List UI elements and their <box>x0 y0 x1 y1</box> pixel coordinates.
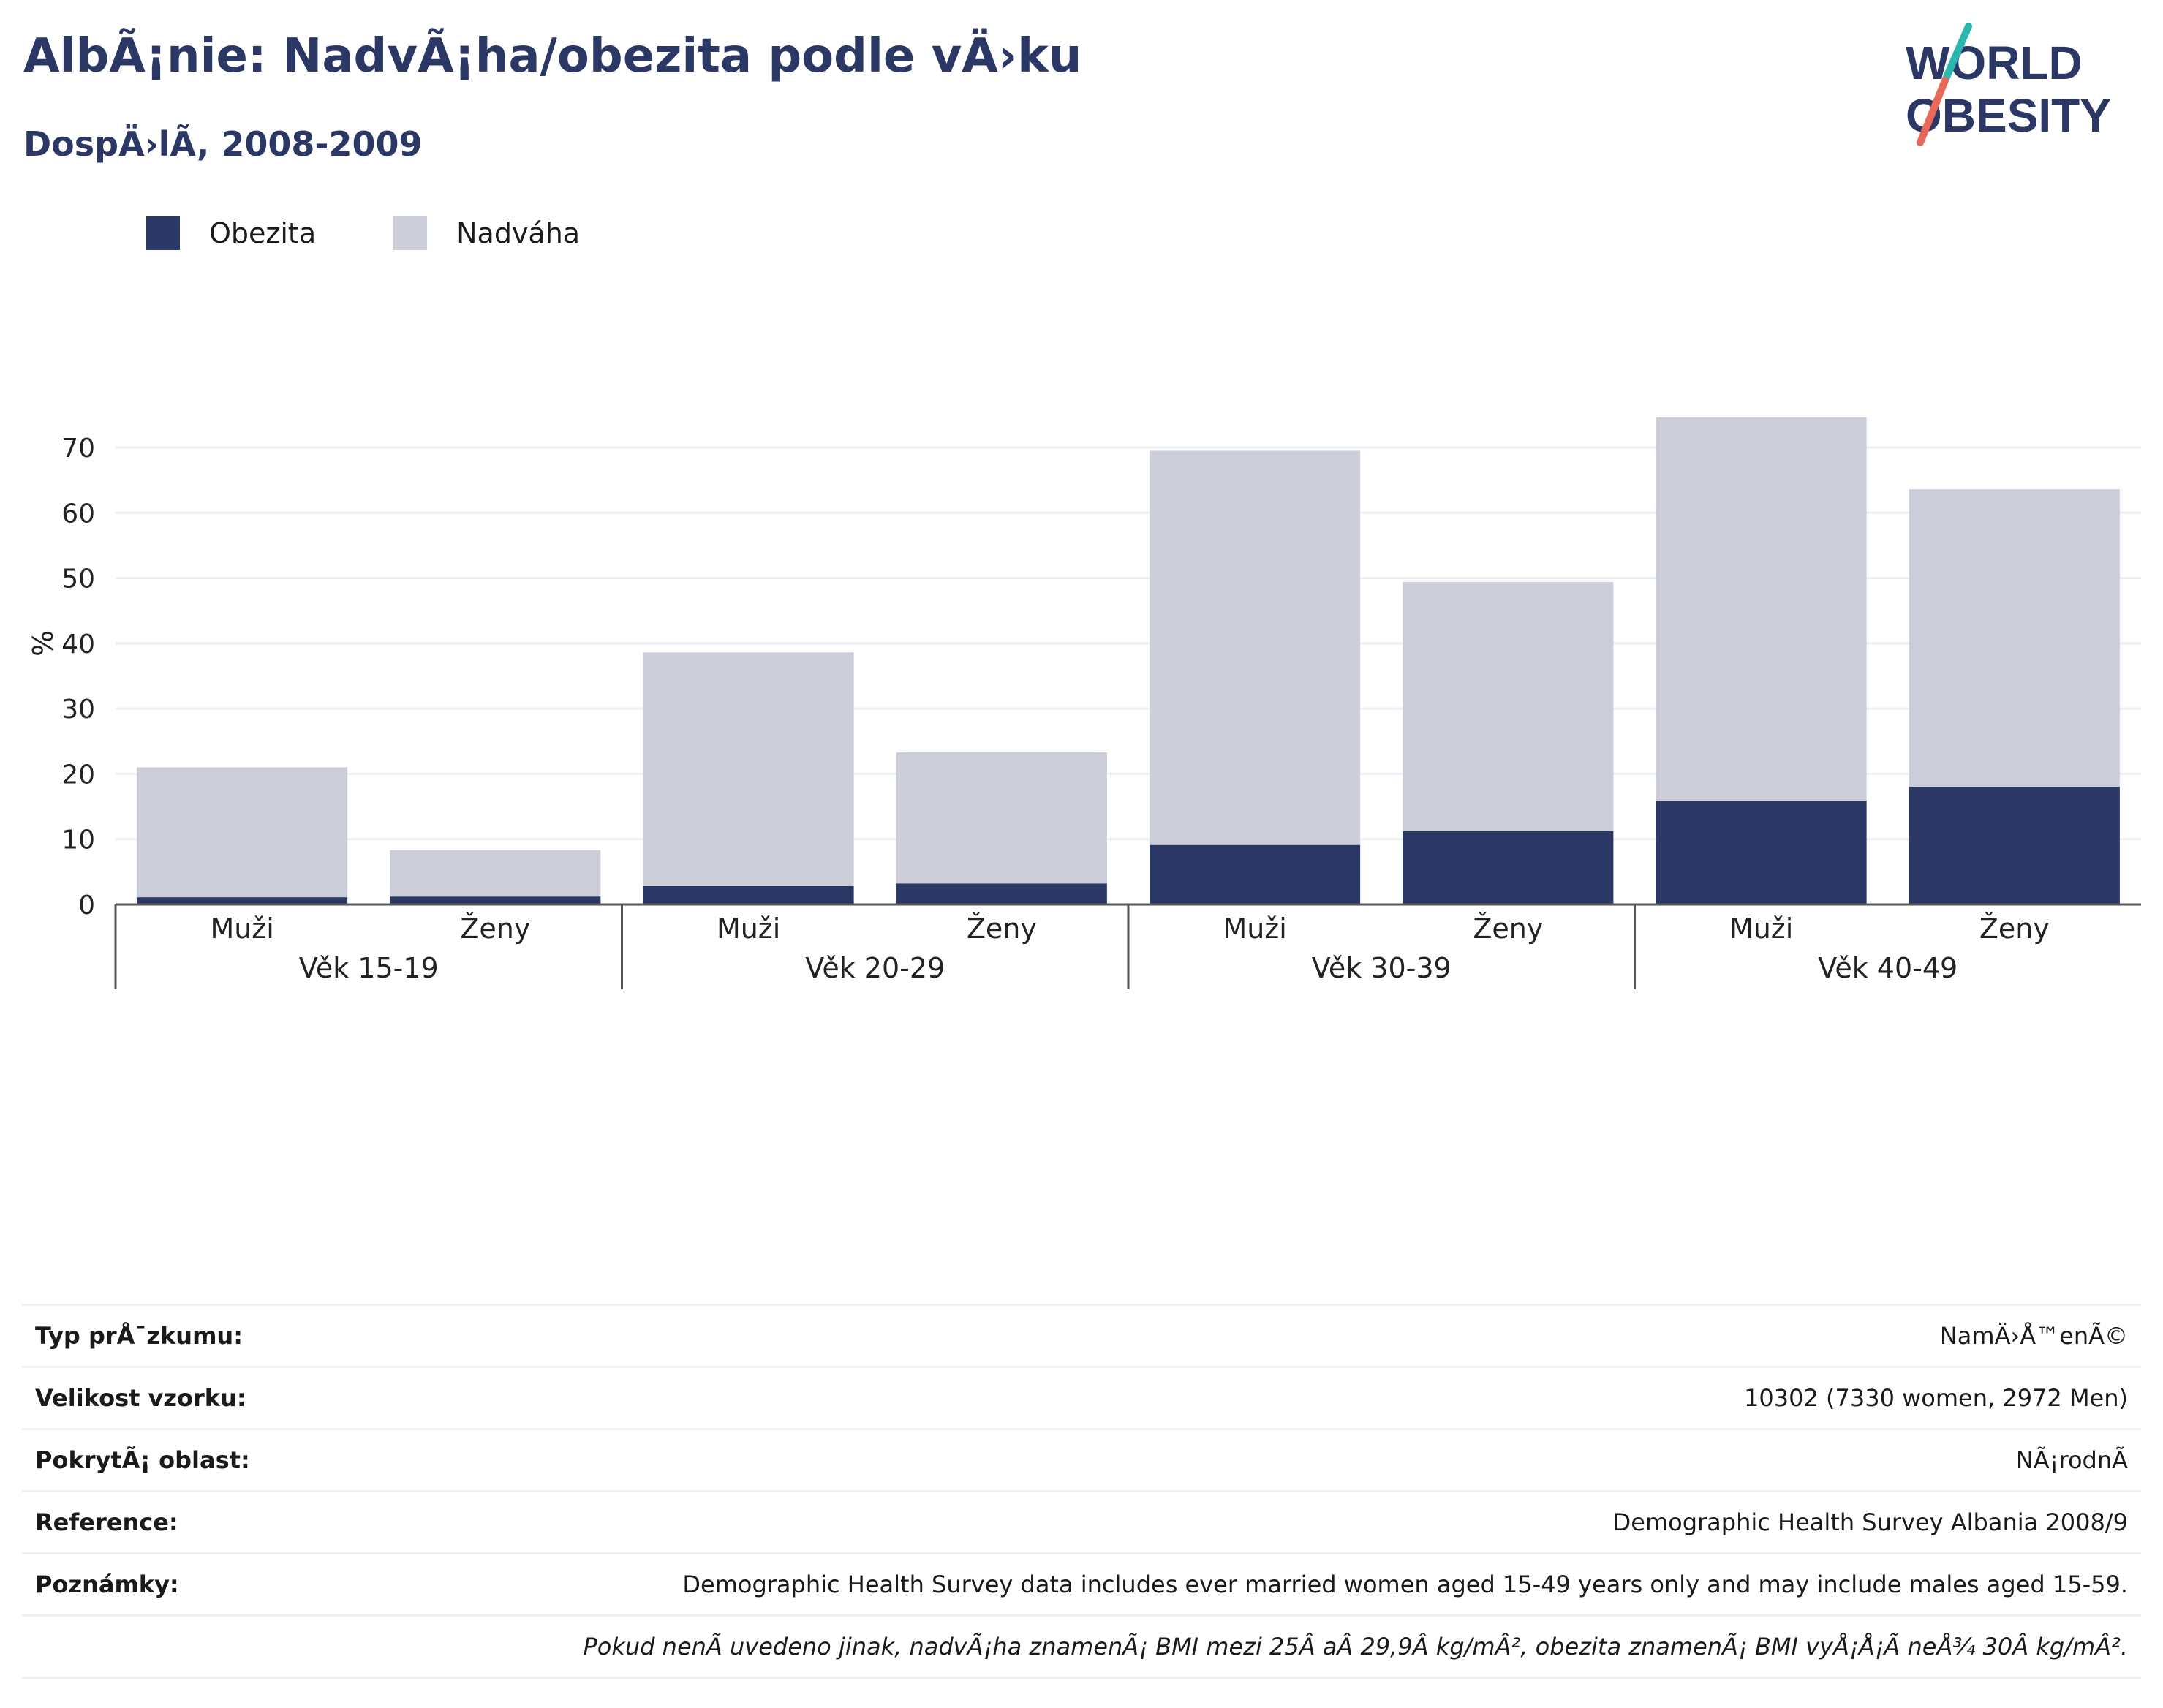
legend-label-overweight: Nadváha <box>456 217 581 249</box>
bar-obesity <box>643 886 854 904</box>
y-tick-label: 30 <box>61 695 95 725</box>
info-value: NÃ¡rodnÃ­ <box>2015 1446 2128 1474</box>
info-row-sample-size: Velikost vzorku: 10302 (7330 women, 2972… <box>22 1366 2141 1428</box>
chart-legend: Obezita Nadváha <box>146 216 646 250</box>
info-row-notes: Poznámky: Demographic Health Survey data… <box>22 1552 2141 1614</box>
y-tick-label: 40 <box>61 630 95 660</box>
info-label: PokrytÃ¡ oblast: <box>35 1446 250 1474</box>
x-category-label: Ženy <box>1979 912 2050 945</box>
bar-obesity <box>1656 801 1867 904</box>
x-category-label: Ženy <box>1473 912 1543 945</box>
x-group-label: Věk 30-39 <box>1312 952 1452 984</box>
survey-info-table: Typ prÅ¯zkumu: NamÄ›Å™enÃ© Velikost vzor… <box>22 1304 2141 1679</box>
y-tick-label: 0 <box>78 891 95 921</box>
y-tick-label: 70 <box>61 434 95 464</box>
info-row-survey-type: Typ prÅ¯zkumu: NamÄ›Å™enÃ© <box>22 1304 2141 1366</box>
x-category-label: Muži <box>1729 912 1793 945</box>
x-category-label: Ženy <box>967 912 1037 945</box>
bar-obesity <box>1403 831 1614 904</box>
world-obesity-logo: WORLD OBESITY <box>1906 23 2111 146</box>
legend-item-overweight[interactable]: Nadváha <box>393 216 580 250</box>
logo-slash-bottom <box>1917 77 1949 146</box>
y-tick-label: 10 <box>61 825 95 855</box>
y-axis-label: % <box>27 630 59 657</box>
x-group-label: Věk 20-29 <box>805 952 945 984</box>
x-category-label: Muži <box>717 912 780 945</box>
legend-item-obesity[interactable]: Obezita <box>146 216 316 250</box>
legend-swatch-obesity <box>146 216 180 250</box>
y-tick-label: 50 <box>61 564 95 594</box>
y-tick-label: 60 <box>61 499 95 529</box>
footnote: Pokud nenÃ­ uvedeno jinak, nadvÃ¡ha znam… <box>583 1633 2129 1660</box>
legend-label-obesity: Obezita <box>209 217 317 249</box>
bar-overweight <box>1403 581 1614 831</box>
bar-obesity <box>390 896 601 904</box>
bar-obesity <box>137 897 348 904</box>
info-label: Typ prÅ¯zkumu: <box>35 1322 243 1350</box>
bar-overweight <box>896 752 1107 884</box>
info-value: 10302 (7330 women, 2972 Men) <box>1744 1384 2128 1412</box>
bar-overweight <box>390 850 601 897</box>
info-row-coverage: PokrytÃ¡ oblast: NÃ¡rodnÃ­ <box>22 1428 2141 1490</box>
x-group-label: Věk 15-19 <box>299 952 439 984</box>
logo-slash-top <box>1941 23 1972 84</box>
y-tick-label: 20 <box>61 760 95 790</box>
bar-overweight <box>1909 489 2120 787</box>
info-value: Demographic Health Survey data includes … <box>682 1571 2128 1598</box>
info-label: Poznámky: <box>35 1571 179 1598</box>
bar-overweight <box>137 767 348 898</box>
info-value: Demographic Health Survey Albania 2008/9 <box>1612 1508 2128 1536</box>
x-category-label: Muži <box>210 912 273 945</box>
bar-obesity <box>1909 787 2120 904</box>
x-group-label: Věk 40-49 <box>1818 952 1958 984</box>
info-row-reference: Reference: Demographic Health Survey Alb… <box>22 1490 2141 1552</box>
info-row-footnote: Pokud nenÃ­ uvedeno jinak, nadvÃ¡ha znam… <box>22 1614 2141 1679</box>
chart-subtitle: DospÄ›lÃ­, 2008-2009 <box>23 124 423 164</box>
legend-swatch-overweight <box>393 216 428 250</box>
info-label: Reference: <box>35 1508 178 1536</box>
bar-obesity <box>896 883 1107 904</box>
bar-overweight <box>1656 417 1867 801</box>
bar-obesity <box>1150 844 1361 904</box>
bar-overweight <box>1150 450 1361 845</box>
x-category-label: Ženy <box>460 912 530 945</box>
x-category-label: Muži <box>1223 912 1286 945</box>
info-value: NamÄ›Å™enÃ© <box>1939 1322 2128 1350</box>
info-label: Velikost vzorku: <box>35 1384 246 1412</box>
bar-overweight <box>643 652 854 886</box>
chart-title: AlbÃ¡nie: NadvÃ¡ha/obezita podle vÄ›ku <box>23 29 1082 83</box>
bar-chart: 0 10 20 30 40 50 60 70% Muži Ženy Muži Ženy Muži Ženy… <box>27 417 2141 989</box>
logo-line1: WORLD <box>1906 37 2083 89</box>
